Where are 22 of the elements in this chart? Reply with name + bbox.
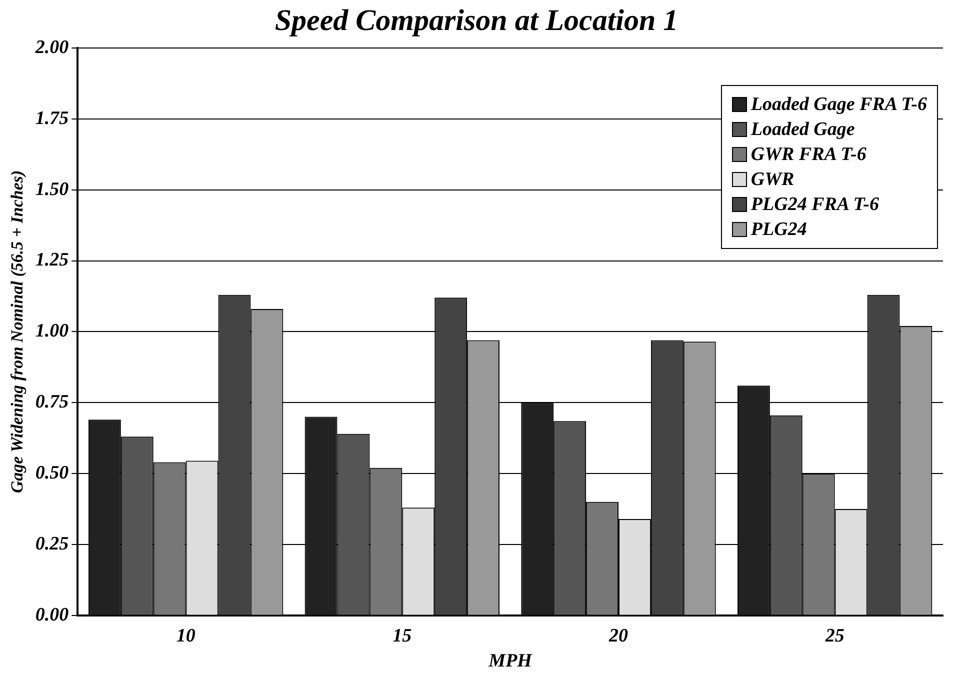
y-tick-label: 1.00 [35, 320, 70, 342]
x-tick-label: 20 [608, 626, 628, 647]
legend-label: PLG24 [750, 218, 807, 240]
x-tick-label: 25 [824, 626, 845, 647]
legend-label: Loaded Gage FRA T-6 [750, 94, 927, 116]
y-tick-label: 0.25 [35, 533, 70, 554]
y-tick-label: 1.25 [35, 250, 70, 271]
chart-title: Speed Comparison at Location 1 [274, 4, 680, 38]
x-tick-label: 10 [176, 626, 196, 647]
legend-label: GWR [750, 168, 794, 190]
y-tick-label: 0.00 [35, 604, 70, 626]
legend-label: Loaded Gage [750, 118, 855, 140]
x-axis-title: MPH [488, 650, 534, 672]
legend-label: PLG24 FRA T-6 [750, 194, 879, 216]
y-tick-label: 0.75 [35, 392, 70, 413]
y-tick-label: 1.50 [35, 178, 70, 200]
y-tick-label: 1.75 [35, 108, 70, 129]
y-tick-label: 2.00 [34, 36, 70, 58]
x-tick-label: 15 [392, 626, 412, 647]
y-tick-label: 0.50 [35, 462, 70, 484]
legend-label: GWR FRA T-6 [750, 144, 866, 166]
y-axis-title: Gage Widening from Nominal (56.5 + Inches) [8, 170, 27, 494]
